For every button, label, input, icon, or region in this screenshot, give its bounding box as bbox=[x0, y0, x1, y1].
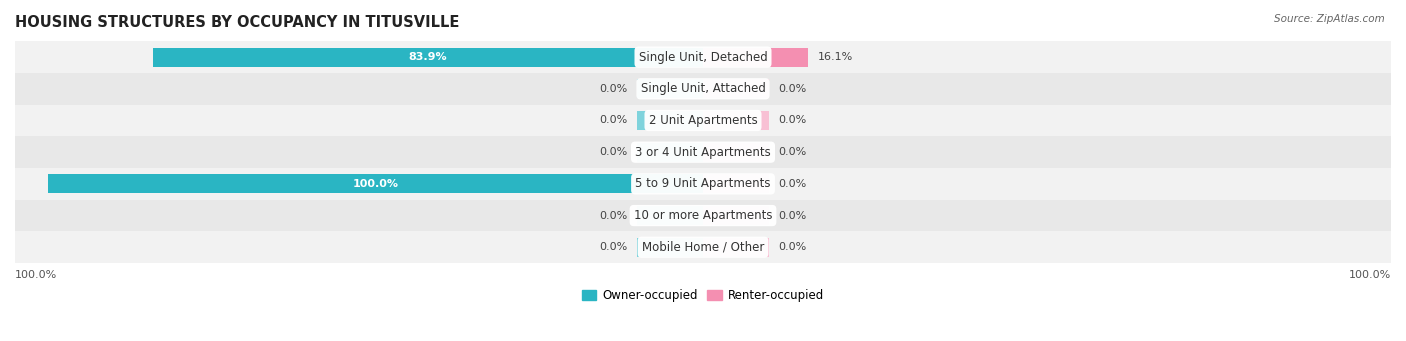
Text: Single Unit, Detached: Single Unit, Detached bbox=[638, 50, 768, 64]
Bar bbox=[637, 111, 703, 130]
Text: 0.0%: 0.0% bbox=[779, 210, 807, 221]
Text: 0.0%: 0.0% bbox=[599, 84, 627, 94]
Bar bbox=[15, 105, 1391, 136]
Text: Source: ZipAtlas.com: Source: ZipAtlas.com bbox=[1274, 14, 1385, 24]
Text: 0.0%: 0.0% bbox=[599, 242, 627, 252]
Bar bbox=[48, 174, 703, 193]
Text: 2 Unit Apartments: 2 Unit Apartments bbox=[648, 114, 758, 127]
Text: 10 or more Apartments: 10 or more Apartments bbox=[634, 209, 772, 222]
Bar bbox=[703, 111, 769, 130]
Bar bbox=[637, 206, 703, 225]
Text: Single Unit, Attached: Single Unit, Attached bbox=[641, 82, 765, 95]
Bar bbox=[15, 136, 1391, 168]
Bar bbox=[637, 143, 703, 162]
Bar bbox=[637, 79, 703, 98]
Text: Mobile Home / Other: Mobile Home / Other bbox=[641, 241, 765, 254]
Text: 3 or 4 Unit Apartments: 3 or 4 Unit Apartments bbox=[636, 146, 770, 159]
Text: 0.0%: 0.0% bbox=[779, 242, 807, 252]
Bar bbox=[703, 174, 769, 193]
Text: 100.0%: 100.0% bbox=[15, 270, 58, 280]
Text: 100.0%: 100.0% bbox=[353, 179, 398, 189]
Bar bbox=[15, 200, 1391, 232]
Text: 100.0%: 100.0% bbox=[1348, 270, 1391, 280]
Bar bbox=[15, 232, 1391, 263]
Text: 0.0%: 0.0% bbox=[779, 147, 807, 157]
Text: HOUSING STRUCTURES BY OCCUPANCY IN TITUSVILLE: HOUSING STRUCTURES BY OCCUPANCY IN TITUS… bbox=[15, 15, 460, 30]
Bar bbox=[637, 238, 703, 257]
Bar bbox=[153, 48, 703, 66]
Text: 0.0%: 0.0% bbox=[599, 147, 627, 157]
Text: 0.0%: 0.0% bbox=[599, 116, 627, 125]
Text: 0.0%: 0.0% bbox=[599, 210, 627, 221]
Bar bbox=[15, 168, 1391, 200]
Text: 83.9%: 83.9% bbox=[409, 52, 447, 62]
Text: 0.0%: 0.0% bbox=[779, 179, 807, 189]
Bar bbox=[703, 79, 769, 98]
Text: 16.1%: 16.1% bbox=[818, 52, 853, 62]
Bar bbox=[703, 238, 769, 257]
Bar bbox=[703, 48, 808, 66]
Text: 0.0%: 0.0% bbox=[779, 84, 807, 94]
Bar bbox=[703, 143, 769, 162]
Legend: Owner-occupied, Renter-occupied: Owner-occupied, Renter-occupied bbox=[578, 285, 828, 307]
Bar bbox=[15, 41, 1391, 73]
Bar bbox=[703, 206, 769, 225]
Bar bbox=[15, 73, 1391, 105]
Text: 0.0%: 0.0% bbox=[779, 116, 807, 125]
Text: 5 to 9 Unit Apartments: 5 to 9 Unit Apartments bbox=[636, 177, 770, 190]
